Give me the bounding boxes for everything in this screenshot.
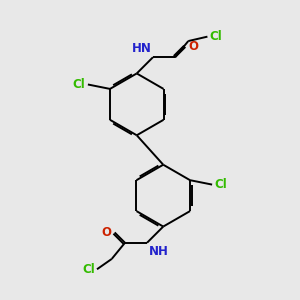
Text: NH: NH xyxy=(148,245,168,258)
Text: O: O xyxy=(188,40,198,53)
Text: HN: HN xyxy=(132,42,152,55)
Text: Cl: Cl xyxy=(210,30,223,43)
Text: Cl: Cl xyxy=(82,263,94,276)
Text: O: O xyxy=(102,226,112,239)
Text: Cl: Cl xyxy=(214,178,227,191)
Text: Cl: Cl xyxy=(73,78,85,91)
